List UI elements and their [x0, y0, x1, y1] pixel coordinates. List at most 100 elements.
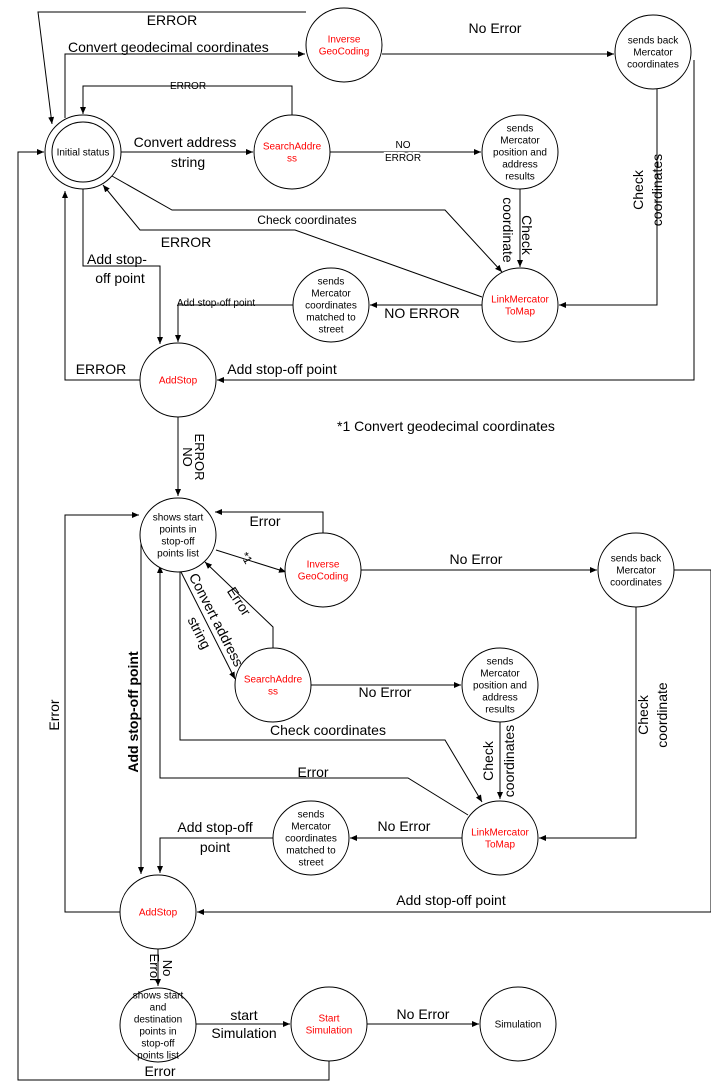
transition-label: Check coordinates: [257, 213, 356, 227]
state-label: ss: [287, 154, 297, 165]
state-label: points list: [157, 549, 199, 560]
transition-label: start: [230, 1007, 257, 1023]
state-label: Inverse: [328, 35, 361, 46]
state-label: SearchAddre: [263, 142, 322, 153]
transition-label: No Error: [450, 551, 503, 567]
transition-label: Error: [144, 1063, 175, 1079]
state-label: points list: [137, 1051, 179, 1062]
state-inner-circle: [51, 121, 115, 183]
state-label: Mercator: [500, 136, 540, 147]
transition-label: Error: [46, 699, 62, 730]
transition-label: No Error: [359, 684, 412, 700]
transition-label: Check: [519, 215, 535, 256]
transition-label: Check: [635, 694, 651, 735]
state-label: coordinates: [305, 301, 357, 312]
state-label: SearchAddre: [244, 675, 303, 686]
transition-label: ERROR: [170, 81, 206, 92]
state-label: LinkMercator: [491, 295, 549, 306]
state-label: stop-off: [161, 537, 194, 548]
transition-labels: ERROR Convert geodecimal coordinates ERROR…: [46, 12, 670, 1079]
transition-label: coordinates: [649, 154, 665, 226]
state-label: sends back: [628, 36, 680, 47]
transition-arrow: [215, 509, 324, 533]
transition-label: Check: [630, 169, 646, 210]
state-circle: [139, 497, 217, 573]
state-circle: [119, 987, 197, 1063]
transition-label: coordinates: [501, 725, 517, 797]
transition-label: No: [160, 960, 175, 977]
transition-label: Check coordinates: [270, 722, 386, 738]
transition-label: ERROR: [161, 234, 212, 250]
transition-arrow: [102, 184, 483, 298]
state-label: Mercator: [311, 289, 351, 300]
transition-arrow: [157, 837, 273, 873]
state-circle: [139, 342, 217, 418]
state-label: Start: [318, 1014, 339, 1025]
state-label: street: [318, 325, 343, 336]
state-label: Simulation: [495, 1020, 542, 1031]
transition-label: No Error: [378, 818, 431, 834]
state-add-stop-1: AddStop: [139, 342, 217, 418]
state-circle: [292, 267, 370, 343]
state-circle: [614, 14, 692, 90]
transition-label: Add stop-: [87, 251, 147, 267]
state-label: Mercator: [616, 566, 656, 577]
transition-label: NO: [396, 140, 411, 151]
transition-label: off point: [95, 270, 145, 286]
state-circle: [481, 114, 559, 190]
state-label: coordinates: [610, 578, 662, 589]
transition-label: NO ERROR: [384, 305, 459, 321]
state-label: address: [482, 693, 518, 704]
state-circle: [119, 874, 197, 950]
transition-arrow: [37, 11, 306, 125]
transition-arrow: [559, 89, 658, 308]
state-label: Mercator: [480, 669, 520, 680]
state-circle: [461, 647, 539, 723]
state-label: address: [502, 160, 538, 171]
state-circle: [284, 532, 362, 608]
transition-label: No Error: [469, 20, 522, 36]
state-label: sends: [507, 124, 534, 135]
state-circle: [272, 800, 350, 876]
transition-label: Error: [249, 513, 280, 529]
transition-label: string: [171, 154, 205, 170]
transition-arrow: [217, 60, 695, 383]
transition-label: ERROR: [147, 12, 198, 28]
state-label: position and: [493, 148, 547, 159]
transitions: [17, 11, 711, 1081]
state-label: AddStop: [139, 908, 178, 919]
state-label: GeoCoding: [319, 47, 370, 58]
transition-label: NO: [180, 447, 195, 467]
transition-label: ERROR: [385, 153, 421, 164]
state-label: Initial status: [57, 148, 110, 159]
transition-label: *1: [238, 550, 256, 567]
transition-arrow: [179, 569, 236, 680]
transition-label: Error: [297, 764, 328, 780]
transition-label: point: [200, 839, 230, 855]
state-circle: [597, 532, 675, 608]
state-label: matched to: [286, 846, 336, 857]
footnote: *1 Convert geodecimal coordinates: [337, 418, 555, 434]
state-label: destination: [134, 1015, 182, 1026]
state-label: and: [150, 1003, 167, 1014]
state-circle: [234, 647, 312, 723]
transition-arrow: [82, 189, 163, 344]
state-label: sends: [298, 810, 325, 821]
state-label: Mercator: [291, 822, 331, 833]
transition-arrow: [62, 191, 141, 381]
state-label: coordinates: [285, 834, 337, 845]
transition-arrow: [204, 561, 274, 648]
transition-arrow: [197, 569, 711, 915]
state-circle: [481, 267, 559, 343]
transition-label: Convert address: [134, 134, 237, 150]
transition-label: Error: [147, 954, 162, 984]
transition-label: No Error: [397, 1006, 450, 1022]
state-label: ToMap: [485, 840, 515, 851]
